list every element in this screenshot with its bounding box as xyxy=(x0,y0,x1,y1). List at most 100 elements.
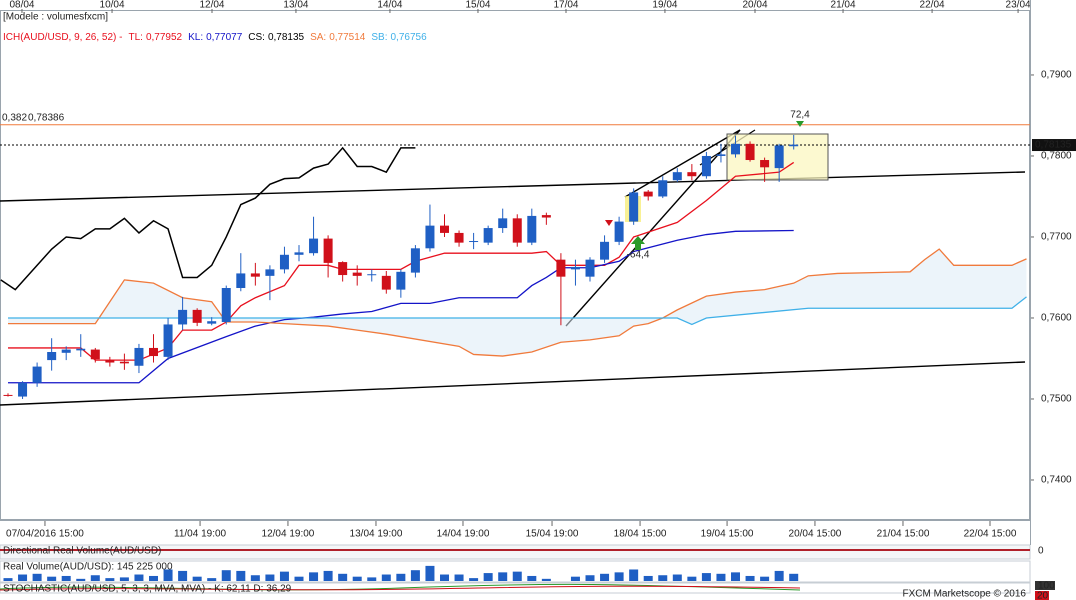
volume-bar xyxy=(658,575,668,581)
plot-frame xyxy=(0,10,1030,520)
legend-value: 0,76756 xyxy=(391,32,428,43)
volume-bar xyxy=(498,572,508,581)
legend-value: 0,78135 xyxy=(268,32,305,43)
volume-bar xyxy=(629,569,639,581)
volume-bar xyxy=(512,571,522,581)
candle-body xyxy=(425,225,435,249)
volume-bar xyxy=(265,574,275,581)
indicator-line xyxy=(8,229,794,384)
candle-body xyxy=(294,252,304,255)
volume-bar xyxy=(570,576,580,581)
volume-bar xyxy=(18,574,28,581)
indicator-line xyxy=(8,161,795,361)
volume-bar xyxy=(440,574,450,581)
panel-axis-label: 20 xyxy=(1037,591,1049,600)
candle-body xyxy=(731,143,741,155)
volume-bar xyxy=(3,578,13,581)
signal-arrow xyxy=(796,121,804,127)
x-tick-label: 13/04 19:00 xyxy=(350,529,403,540)
x-tick-label: 08/04 xyxy=(9,0,34,11)
candle-body xyxy=(207,321,217,324)
volume-bar xyxy=(745,575,755,581)
volume-bar xyxy=(192,576,202,581)
candle-body xyxy=(18,382,28,397)
legend-name: SA: xyxy=(310,32,326,43)
volume-bar xyxy=(614,572,624,581)
candle-body xyxy=(614,221,624,242)
overlay-layer: 0,382 0,78386 xyxy=(0,112,1030,399)
x-tick-label: 11/04 19:00 xyxy=(174,529,227,540)
x-tick-label: 19/04 15:00 xyxy=(701,529,754,540)
panel-axis-tag xyxy=(1035,591,1049,600)
volume-bar xyxy=(352,576,362,581)
candle-body xyxy=(323,238,333,263)
trend-line xyxy=(0,171,1026,202)
model-label: [Modele : volumesfxcm] xyxy=(3,12,108,23)
candle-body xyxy=(381,275,391,290)
axis-background xyxy=(1030,0,1076,600)
candle-body xyxy=(541,215,551,218)
panel-frame xyxy=(0,582,1031,594)
candle-body xyxy=(454,232,464,243)
y-tick-label: 0,7600 xyxy=(1041,313,1072,324)
indicator-line xyxy=(8,296,1027,326)
candle-body xyxy=(774,145,784,169)
channel-line xyxy=(565,129,741,327)
x-tick-label: 15/04 xyxy=(465,0,490,11)
candle-body xyxy=(410,248,420,273)
volume-bar xyxy=(760,576,770,581)
candle-body xyxy=(498,218,508,229)
volume-bar xyxy=(338,573,348,581)
x-tick-label: 22/04 xyxy=(920,0,945,11)
candle-body xyxy=(32,366,42,383)
y-tick-label: 0,7400 xyxy=(1041,475,1072,486)
volume-bar xyxy=(119,577,129,581)
candle-body xyxy=(512,218,522,243)
candle-body xyxy=(236,273,246,289)
candle-body xyxy=(149,347,159,357)
stochastic-line xyxy=(0,583,801,591)
volume-bar xyxy=(294,576,304,581)
stochastic-line xyxy=(0,585,801,591)
candle-body xyxy=(789,144,799,147)
candle-body xyxy=(134,347,144,366)
candle-body xyxy=(76,348,86,351)
candle-body xyxy=(105,360,115,363)
x-tick-label: 21/04 xyxy=(831,0,856,11)
candle-body xyxy=(687,172,697,177)
x-tick-label: 20/04 xyxy=(742,0,767,11)
candle-body xyxy=(469,241,479,243)
candle-body xyxy=(658,180,668,197)
x-tick-label: 07/04/2016 15:00 xyxy=(6,529,84,540)
legend-value: 0,77514 xyxy=(329,32,366,43)
x-tick-label: 12/04 xyxy=(199,0,224,11)
legend-value: 0,77952 xyxy=(146,32,183,43)
volume-bar xyxy=(731,572,741,581)
candle-body xyxy=(47,351,57,361)
volume-bar xyxy=(105,578,115,581)
candle-body xyxy=(396,271,406,290)
candle-body xyxy=(3,394,13,396)
volume-bar xyxy=(541,578,551,581)
volume-bar xyxy=(207,578,217,581)
x-tick-label: 22/04 15:00 xyxy=(964,529,1017,540)
panel-title: Real Volume(AUD/USD): 145 225 000 xyxy=(3,562,173,573)
x-tick-label: 23/04 xyxy=(1006,0,1031,11)
x-tick-label: 18/04 15:00 xyxy=(614,529,667,540)
price-tag xyxy=(1032,139,1076,152)
candle-body xyxy=(701,155,711,177)
price-tag-label: 0,78135 xyxy=(1035,140,1072,151)
volume-bar xyxy=(410,570,420,581)
panel-title: STOCHASTIC(AUD/USD, 5, 3, 3, MVA, MVA) -… xyxy=(3,584,292,595)
y-tick-label: 0,7800 xyxy=(1041,151,1072,162)
candle-body xyxy=(119,361,129,364)
candle-body xyxy=(672,172,682,181)
x-tick-label: 14/04 xyxy=(377,0,402,11)
footer: FXCM Marketscope © 2016 xyxy=(902,589,1026,600)
y-tick-label: 0,7500 xyxy=(1041,394,1072,405)
candle-body xyxy=(61,349,71,353)
panel-title: Directional Real Volume(AUD/USD) xyxy=(3,546,161,557)
volume-bar xyxy=(47,576,57,581)
fib-value: 0,78386 xyxy=(28,112,65,123)
